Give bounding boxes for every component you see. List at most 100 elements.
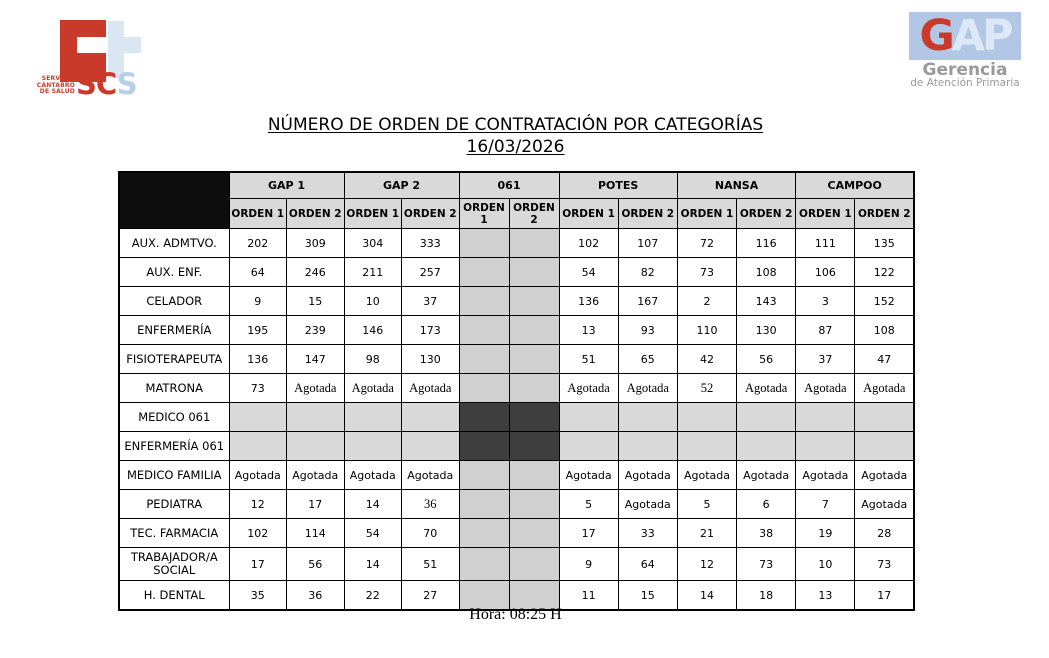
row-label: H. DENTAL	[118, 580, 230, 611]
table-cell: 13	[558, 315, 619, 345]
table-cell: 87	[795, 315, 856, 345]
table-cell: 108	[854, 315, 915, 345]
table-cell: Agotada	[558, 373, 619, 403]
table-cell: 98	[343, 344, 402, 374]
table-cell: 246	[286, 257, 345, 287]
table-row: PEDIATRA 12 17 14 36 5 Agotada 5 6 7 Agotada	[118, 489, 915, 519]
table-cell	[508, 315, 560, 345]
table-cell: 72	[676, 228, 738, 258]
table-cell	[558, 431, 619, 461]
table-cell: 107	[617, 228, 678, 258]
table-cell	[508, 286, 560, 316]
table-cell	[617, 402, 678, 432]
table-cell: 73	[676, 257, 738, 287]
table-cell	[508, 344, 560, 374]
table-cell: 9	[228, 286, 287, 316]
scs-service-name: SERVICIO CÁNTABRO DE SALUD	[36, 75, 75, 95]
table-cell: 15	[286, 286, 345, 316]
table-cell: 19	[795, 518, 856, 548]
table-cell: 167	[617, 286, 678, 316]
table-cell: 7	[795, 489, 856, 519]
table-row: CELADOR 9 15 10 37 136 167 2 143 3 152	[118, 286, 915, 316]
table-cell	[343, 431, 402, 461]
table-row: ENFERMERÍA 195 239 146 173 13 93 110 130 87 108	[118, 315, 915, 345]
table-cell: 33	[617, 518, 678, 548]
table-cell: 54	[343, 518, 402, 548]
table-cell	[558, 402, 619, 432]
table-cell	[401, 431, 460, 461]
table-cell: Agotada	[676, 460, 738, 490]
table-cell	[343, 402, 402, 432]
table-cell	[508, 373, 560, 403]
table-cell	[286, 402, 345, 432]
table-cell	[458, 580, 510, 611]
table-cell: Agotada	[401, 373, 460, 403]
table-cell: 130	[736, 315, 797, 345]
table-row: MATRONA 73 Agotada Agotada Agotada Agotada Ago…	[118, 373, 915, 403]
table-cell: 12	[228, 489, 287, 519]
table-row: AUX. ENF. 64 246 211 257 54 82 73 108 106 122	[118, 257, 915, 287]
table-cell	[854, 402, 915, 432]
row-label: AUX. ADMTVO.	[118, 228, 230, 258]
table-cell	[617, 431, 678, 461]
table-cell: 64	[617, 547, 678, 581]
time-stamp: Hora: 08:25 H	[469, 606, 562, 623]
title-line-2-date: 16/03/2026	[466, 137, 565, 157]
table-cell: Agotada	[854, 373, 915, 403]
orden-subheader: ORDEN 1	[558, 198, 619, 229]
row-label: MEDICO 061	[118, 402, 230, 432]
table-row: H. DENTAL 35 36 22 27 11 15 14 18 13 17	[118, 580, 915, 611]
table-cell: 18	[736, 580, 797, 611]
table-cell: Agotada	[558, 460, 619, 490]
orden-subheader: ORDEN 1	[343, 198, 402, 229]
table-cell	[854, 431, 915, 461]
table-cell	[458, 402, 510, 432]
table-cell	[508, 580, 560, 611]
table-cell	[508, 402, 560, 432]
table-cell: 36	[401, 489, 460, 519]
table-cell: 135	[854, 228, 915, 258]
column-group-header-potes: POTES	[558, 171, 678, 199]
table-cell	[458, 344, 510, 374]
table-cell	[736, 402, 797, 432]
row-label: PEDIATRA	[118, 489, 230, 519]
table-cell: 51	[558, 344, 619, 374]
row-label: TEC. FARMACIA	[118, 518, 230, 548]
table-cell: 11	[558, 580, 619, 611]
table-cell	[736, 431, 797, 461]
table-cell: 9	[558, 547, 619, 581]
column-group-header-gap-2: GAP 2	[343, 171, 460, 199]
table-cell: 27	[401, 580, 460, 611]
table-cell: Agotada	[343, 373, 402, 403]
row-label: FISIOTERAPEUTA	[118, 344, 230, 374]
table-cell	[458, 257, 510, 287]
table-cell: 73	[854, 547, 915, 581]
table-cell: 56	[286, 547, 345, 581]
table-cell: 5	[676, 489, 738, 519]
table-cell: 17	[558, 518, 619, 548]
table-cell: Agotada	[286, 460, 345, 490]
table-cell: 5	[558, 489, 619, 519]
column-group-header-nansa: NANSA	[676, 171, 797, 199]
orden-subheader: ORDEN 2	[736, 198, 797, 229]
contract-order-table: GAP 1 GAP 2 061 POTES NANSA CAMPOO ORDEN 1 ORDE…	[118, 171, 916, 611]
table-cell: 73	[736, 547, 797, 581]
table-cell	[508, 431, 560, 461]
gap-logo-mark-icon: G AP	[909, 12, 1021, 60]
table-row: MEDICO FAMILIA Agotada Agotada Agotada Agota…	[118, 460, 915, 490]
table-cell	[676, 431, 738, 461]
table-row: MEDICO 061	[118, 402, 915, 432]
table-cell	[458, 460, 510, 490]
table-cell: 38	[736, 518, 797, 548]
table-cell: 17	[228, 547, 287, 581]
table-cell	[401, 402, 460, 432]
table-cell: 56	[736, 344, 797, 374]
table-cell	[286, 431, 345, 461]
table-cell: 239	[286, 315, 345, 345]
table-cell	[508, 257, 560, 287]
table-cell: 304	[343, 228, 402, 258]
title-line-1: NÚMERO DE ORDEN DE CONTRATACIÓN POR CATE…	[267, 115, 764, 135]
table-row: TEC. FARMACIA 102 114 54 70 17 33 21 38 19 28	[118, 518, 915, 548]
table-cell: 130	[401, 344, 460, 374]
scs-logo: SERVICIO CÁNTABRO DE SALUD SCS	[20, 12, 170, 104]
